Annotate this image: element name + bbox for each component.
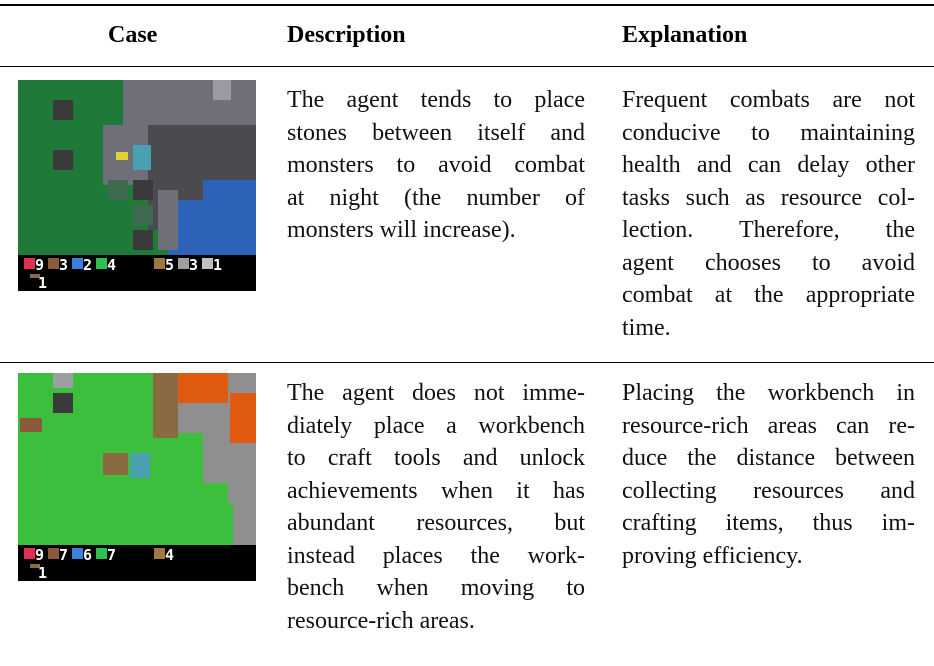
hud-count: 1 — [38, 564, 47, 581]
hud-count: 1 — [38, 274, 47, 291]
description-line: abundant resources, but — [287, 510, 585, 536]
hud-icon — [154, 548, 165, 559]
hud-icon — [24, 258, 35, 269]
description-line: monsters to avoid combat — [287, 152, 585, 178]
hud-count: 6 — [83, 546, 92, 564]
row-rule — [0, 362, 934, 363]
explanation-line: health and can delay other — [622, 152, 915, 178]
explanation-line: resource-rich areas can re- — [622, 412, 915, 439]
hud-count: 5 — [165, 256, 174, 274]
description-line: to craft tools and unlock — [287, 445, 585, 471]
explanation-line: conducive to maintaining — [622, 119, 915, 146]
description-line: at night (the number of — [287, 184, 585, 211]
description-line: achievements when it has — [287, 477, 585, 504]
hud-icon — [202, 258, 213, 269]
case-image: 9 7 6 7 41 — [18, 373, 256, 581]
hud-icon — [30, 564, 40, 568]
explanation-line: Frequent combats are not — [622, 87, 915, 113]
hud-icon — [154, 258, 165, 269]
explanation-line: duce the distance between — [622, 445, 915, 471]
hud-icon — [72, 548, 83, 559]
hud-count: 9 — [35, 256, 44, 274]
hud-icon — [96, 258, 107, 269]
explanation-line: Placing the workbench in — [622, 380, 915, 406]
explanation-line: combat at the appropriate — [622, 282, 915, 308]
explanation-line: tasks such as resource col- — [622, 184, 915, 211]
explanation-line: crafting items, thus im- — [622, 510, 915, 536]
description-line: bench when moving to — [287, 575, 585, 601]
explanation-line: collecting resources and — [622, 477, 915, 504]
description-line: resource-rich areas. — [287, 607, 475, 634]
description-line: instead places the work- — [287, 542, 585, 569]
hud-icon — [178, 258, 189, 269]
hud-count: 7 — [107, 546, 116, 564]
explanation-line: agent chooses to avoid — [622, 249, 915, 276]
hud-count: 9 — [35, 546, 44, 564]
hud-icon — [24, 548, 35, 559]
hud-count: 3 — [189, 256, 198, 274]
header-rule — [0, 66, 934, 67]
hud-icon — [48, 548, 59, 559]
header-description: Description — [287, 22, 406, 48]
description-line: The agent tends to place — [287, 87, 585, 113]
description-line: diately place a workbench — [287, 412, 585, 439]
explanation-line: lection. Therefore, the — [622, 217, 915, 243]
hud-count: 3 — [59, 256, 68, 274]
case-image: 9 3 2 4 5 3 11 — [18, 80, 256, 291]
description-line: stones between itself and — [287, 119, 585, 146]
hud-icon — [72, 258, 83, 269]
description-line: The agent does not imme- — [287, 380, 585, 406]
header-case: Case — [108, 22, 158, 48]
hud-count: 7 — [59, 546, 68, 564]
hud-count: 4 — [107, 256, 116, 274]
hud-count: 1 — [213, 256, 222, 274]
top-rule — [0, 4, 934, 6]
hud-icon — [48, 258, 59, 269]
hud-count: 2 — [83, 256, 92, 274]
description-line: monsters will increase). — [287, 217, 516, 243]
explanation-line: time. — [622, 314, 671, 341]
hud-icon — [96, 548, 107, 559]
hud-count: 4 — [165, 546, 174, 564]
hud-icon — [30, 274, 40, 278]
explanation-line: proving efficiency. — [622, 542, 803, 569]
header-explanation: Explanation — [622, 22, 748, 48]
